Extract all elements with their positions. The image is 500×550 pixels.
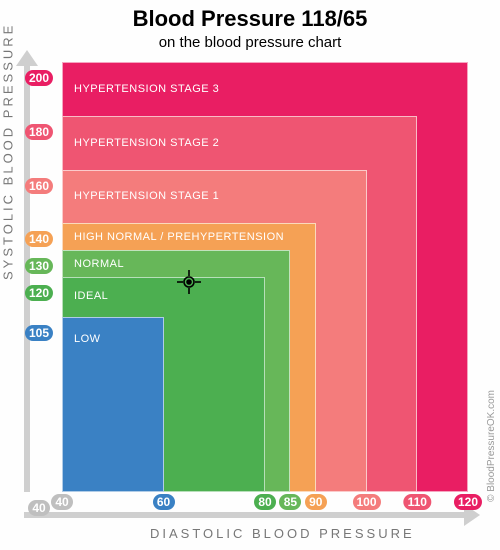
page-subtitle: on the blood pressure chart: [0, 34, 500, 51]
x-tick: 110: [404, 494, 431, 510]
y-tick: 130: [25, 258, 53, 274]
copyright: © BloodPressureOK.com: [486, 390, 497, 502]
page-title: Blood Pressure 118/65: [0, 6, 500, 32]
zone-label: HYPERTENSION STAGE 3: [74, 83, 219, 95]
x-tick: 60: [153, 494, 175, 510]
y-axis-label: SYSTOLIC BLOOD PRESSURE: [1, 23, 16, 280]
zone-label: LOW: [74, 333, 101, 345]
x-tick: 120: [454, 494, 482, 510]
bp-chart: HYPERTENSION STAGE 3 HYPERTENSION STAGE 2…: [62, 62, 468, 492]
zone-label: HYPERTENSION STAGE 1: [74, 190, 219, 202]
zone-label: IDEAL: [74, 290, 108, 302]
x-tick: 100: [352, 494, 380, 510]
zone-label: HYPERTENSION STAGE 2: [74, 137, 219, 149]
x-tick: 90: [305, 494, 327, 510]
y-tick: 200: [25, 70, 53, 86]
x-tick: 40: [51, 494, 73, 510]
y-tick: 40: [28, 500, 50, 516]
x-axis-label: DIASTOLIC BLOOD PRESSURE: [150, 526, 415, 541]
x-tick: 85: [279, 494, 301, 510]
x-tick: 80: [254, 494, 276, 510]
zone-label: NORMAL: [74, 258, 124, 270]
y-tick: 120: [25, 285, 53, 301]
x-axis-arrow: [24, 512, 468, 518]
y-tick: 180: [25, 124, 53, 140]
zone-label: HIGH NORMAL / PREHYPERTENSION: [74, 231, 284, 243]
y-tick: 160: [25, 178, 53, 194]
y-tick: 105: [25, 325, 53, 341]
y-tick: 140: [25, 231, 53, 247]
y-axis-arrowhead: [16, 50, 38, 66]
